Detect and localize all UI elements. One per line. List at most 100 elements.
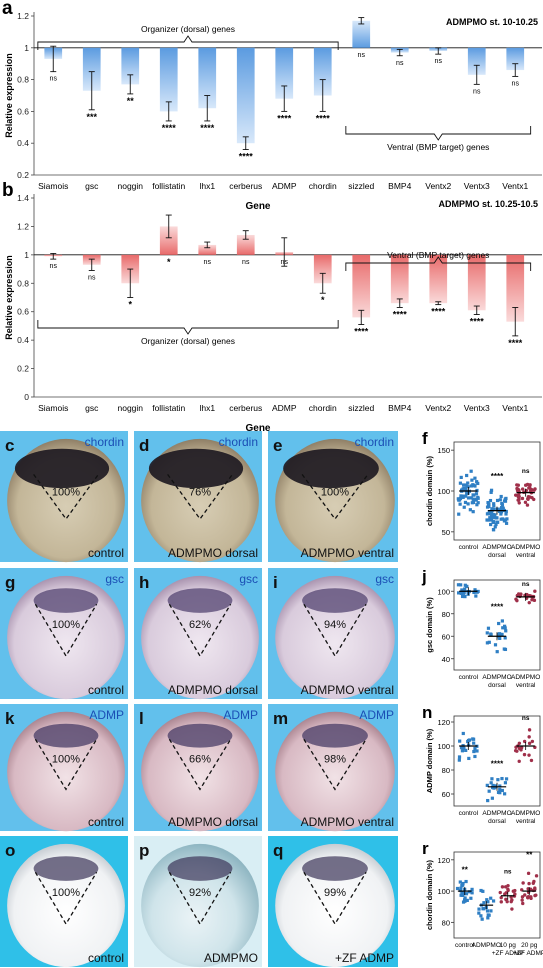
- data-point: [515, 598, 519, 603]
- data-point: [462, 746, 466, 751]
- data-point: [510, 907, 514, 911]
- data-point: [472, 741, 476, 745]
- condition-label: control: [88, 815, 124, 829]
- data-point: [474, 492, 479, 496]
- data-point: [491, 528, 496, 532]
- significance-label: *: [167, 257, 171, 267]
- domain-angle-outline: [303, 603, 367, 658]
- condition-label: control: [88, 683, 124, 697]
- x-tick-label: ADMPMO: [511, 674, 540, 681]
- expression-domain: [167, 856, 233, 881]
- data-point: [495, 520, 499, 524]
- data-point: [464, 483, 468, 487]
- data-point: [460, 891, 464, 895]
- y-tick-label: 120: [437, 856, 450, 865]
- data-point: [466, 496, 471, 500]
- data-point: [486, 798, 490, 803]
- domain-percent: 99%: [324, 887, 346, 899]
- domain-angle-outline: [34, 603, 98, 658]
- data-point: [485, 641, 489, 645]
- bar: [313, 47, 332, 96]
- data-point: [486, 900, 490, 904]
- data-point: [472, 590, 476, 595]
- x-tick-label: sizzled: [348, 181, 374, 191]
- data-point: [489, 488, 494, 492]
- y-tick-label: 60: [442, 632, 450, 641]
- x-tick-label: BMP4: [388, 181, 411, 191]
- x-tick-label: dorsal: [488, 818, 506, 825]
- significance-label: **: [526, 850, 533, 859]
- significance-label: **: [127, 96, 135, 106]
- condition-label: control: [88, 546, 124, 560]
- panel-letter: h: [139, 573, 149, 592]
- x-tick-label: control: [459, 810, 479, 817]
- data-point: [459, 746, 464, 750]
- data-point: [485, 898, 489, 902]
- significance-label: ****: [431, 307, 446, 317]
- data-point: [492, 502, 496, 506]
- y-tick-label: 120: [437, 718, 450, 727]
- y-tick-label: 0.2: [17, 364, 29, 374]
- data-point: [488, 516, 492, 520]
- x-tick-label: ADMP: [272, 181, 297, 191]
- x-tick-label: control: [459, 544, 479, 551]
- data-point: [469, 496, 473, 500]
- data-point: [456, 583, 461, 587]
- data-point: [486, 626, 491, 630]
- gene-label: ADMP: [223, 708, 258, 722]
- data-point: [520, 496, 525, 501]
- bar-chart-b: b 0 0.2 0.4 0.6 0.8 1 1.2 1.4 Relative expression…: [2, 180, 542, 434]
- data-point: [503, 626, 507, 630]
- data-point: [503, 624, 507, 628]
- condition-label: ADMPMO ventral: [301, 546, 394, 560]
- domain-percent: 100%: [52, 486, 80, 498]
- bar: [159, 47, 178, 112]
- panel-letter: a: [2, 0, 13, 19]
- data-point: [493, 643, 498, 647]
- panel-letter: c: [5, 436, 14, 455]
- domain-angle-outline: [301, 474, 369, 521]
- bar: [198, 47, 217, 109]
- panel-letter: d: [139, 436, 149, 455]
- data-point: [485, 512, 490, 516]
- bar: [352, 20, 371, 48]
- bar: [313, 254, 332, 284]
- data-point: [497, 632, 501, 636]
- data-point: [461, 893, 465, 897]
- data-point: [489, 633, 493, 637]
- data-point: [491, 515, 495, 519]
- significance-label: ns: [358, 52, 366, 59]
- data-point: [487, 502, 491, 506]
- data-point: [528, 887, 533, 891]
- data-point: [517, 501, 521, 505]
- significance-label: ***: [86, 112, 97, 122]
- data-point: [501, 626, 505, 630]
- data-point: [465, 485, 469, 489]
- data-point: [466, 502, 470, 506]
- data-point: [489, 490, 493, 494]
- data-point: [481, 889, 485, 893]
- data-point: [460, 749, 465, 753]
- significance-label: ns: [473, 88, 481, 95]
- data-point: [523, 483, 528, 487]
- condition-label: ADMPMO dorsal: [168, 683, 258, 697]
- data-point: [476, 501, 480, 505]
- data-point: [474, 497, 478, 501]
- data-point: [504, 512, 508, 516]
- x-tick-label: ADMPMO: [511, 544, 540, 551]
- significance-label: *: [321, 295, 325, 305]
- data-point: [463, 587, 467, 591]
- domain-angle-outline: [303, 871, 367, 926]
- data-point: [501, 517, 505, 521]
- significance-label: ns: [504, 868, 512, 875]
- data-point: [504, 891, 508, 895]
- data-point: [534, 893, 538, 897]
- domain-angle-outline: [168, 603, 232, 658]
- y-tick-label: 0.8: [17, 278, 29, 288]
- gene-label: ADMP: [89, 708, 124, 722]
- x-axis-label: Gene: [245, 201, 270, 212]
- data-point: [482, 907, 486, 911]
- significance-label: ns: [396, 60, 404, 67]
- gene-label: chordin: [85, 435, 124, 449]
- data-point: [504, 777, 509, 781]
